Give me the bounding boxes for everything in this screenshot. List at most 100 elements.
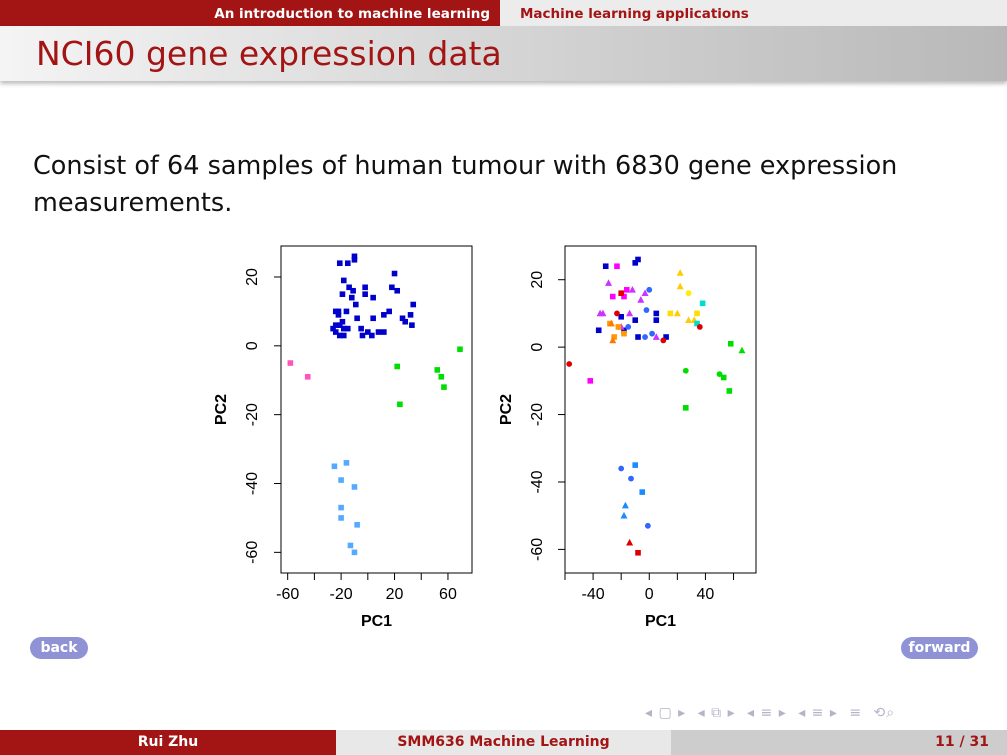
data-point <box>660 337 667 344</box>
data-point <box>369 332 375 339</box>
data-point <box>407 312 414 318</box>
data-point <box>343 308 350 315</box>
scatter-plot-2: -40 0 40 20 0 -20 -40 -60 PC1 PC2 <box>498 245 757 630</box>
data-point <box>350 287 356 294</box>
y-axis-label: PC2 <box>498 394 515 425</box>
y-tick-label: -60 <box>244 541 261 564</box>
section-next-icon[interactable]: ◂ ≡ ▸ <box>798 705 838 721</box>
data-point <box>304 374 311 380</box>
beamer-navigation: ◂ ▢ ▸ ◂ ⧉ ▸ ◂ ≡ ▸ ◂ ≡ ▸ ≡ ⟲⌕ <box>645 705 901 721</box>
data-point <box>639 489 646 495</box>
data-point <box>609 336 617 344</box>
y-tick-label: 0 <box>244 341 261 350</box>
data-point <box>438 374 445 380</box>
x-tick-label: -20 <box>330 586 353 603</box>
x-tick-label: -40 <box>582 586 605 603</box>
frame-prev-icon[interactable]: ◂ ▢ ▸ <box>645 705 687 721</box>
y-tick-label: -40 <box>529 470 546 493</box>
footer-bar: Rui Zhu SMM636 Machine Learning 11 / 31 <box>0 730 1007 755</box>
x-tick-label: 60 <box>439 586 457 603</box>
data-point <box>389 284 395 291</box>
data-point <box>354 522 360 528</box>
data-point <box>340 332 347 339</box>
data-point <box>336 322 343 328</box>
data-point <box>676 282 684 290</box>
data-point <box>370 315 376 322</box>
data-point <box>351 484 358 490</box>
data-point <box>351 256 358 263</box>
data-point <box>358 325 364 332</box>
subsection-prev-icon[interactable]: ◂ ⧉ ▸ <box>697 705 736 721</box>
y-tick-label: -20 <box>244 403 261 426</box>
data-point <box>611 334 617 340</box>
data-point <box>618 290 624 296</box>
data-point <box>331 463 338 470</box>
data-point <box>699 300 706 307</box>
back-button[interactable]: back <box>30 637 88 659</box>
data-point <box>566 361 573 367</box>
data-point <box>338 504 344 511</box>
data-point <box>652 333 660 340</box>
data-point <box>595 327 602 334</box>
data-point <box>330 325 336 332</box>
data-point <box>618 465 625 472</box>
data-point <box>335 312 342 318</box>
data-point <box>332 329 339 335</box>
data-point <box>685 290 692 297</box>
data-point <box>348 294 355 301</box>
data-point <box>441 384 447 390</box>
x-tick-label: 0 <box>645 586 654 603</box>
data-point <box>642 334 648 340</box>
data-point <box>351 253 358 260</box>
data-point <box>635 334 641 340</box>
data-point <box>637 296 645 303</box>
y-axis-label: PC2 <box>213 394 230 425</box>
data-point <box>667 310 674 317</box>
data-point <box>644 522 651 529</box>
data-point <box>632 462 639 468</box>
data-point <box>653 310 660 317</box>
footer-course: SMM636 Machine Learning <box>397 734 610 750</box>
x-tick-label: 20 <box>386 586 404 603</box>
title-bar: NCI60 gene expression data <box>0 26 1007 81</box>
data-point <box>362 291 368 297</box>
pca-plots: -60 -20 20 60 20 0 -20 -40 -60 PC1 PC2 -40 0 40 20 0 -20… <box>213 245 757 630</box>
data-point <box>635 256 641 263</box>
data-point <box>628 286 636 293</box>
data-point <box>336 332 343 339</box>
data-point <box>599 309 607 317</box>
data-point <box>641 289 649 296</box>
data-point <box>338 515 344 521</box>
data-point <box>621 327 627 334</box>
data-point <box>621 293 627 300</box>
data-point <box>399 315 406 322</box>
data-point <box>344 325 351 332</box>
data-point <box>625 324 632 330</box>
data-point <box>386 308 392 315</box>
data-point <box>339 318 346 325</box>
section-nav-link[interactable]: An introduction to machine learning <box>214 6 490 22</box>
data-point <box>682 367 689 374</box>
search-icon[interactable]: ⟲⌕ <box>873 705 896 721</box>
data-point <box>359 332 366 339</box>
forward-button[interactable]: forward <box>901 637 978 659</box>
data-point <box>391 270 398 277</box>
data-point <box>621 501 629 509</box>
data-point <box>632 317 639 323</box>
y-tick-label: 0 <box>529 343 546 352</box>
data-point <box>347 542 354 549</box>
footer-author: Rui Zhu <box>137 734 199 750</box>
data-point <box>354 315 360 322</box>
subsection-nav-link[interactable]: Machine learning applications <box>520 6 749 22</box>
data-point <box>621 330 627 337</box>
align-icon[interactable]: ≡ <box>849 705 863 721</box>
data-point <box>340 277 347 284</box>
data-point <box>673 309 681 317</box>
data-point <box>340 325 347 332</box>
plot-frame <box>564 245 757 574</box>
data-point <box>605 279 613 286</box>
data-point <box>646 286 653 293</box>
data-point <box>694 320 700 327</box>
data-point <box>339 291 346 297</box>
section-prev-icon[interactable]: ◂ ≡ ▸ <box>747 705 787 721</box>
